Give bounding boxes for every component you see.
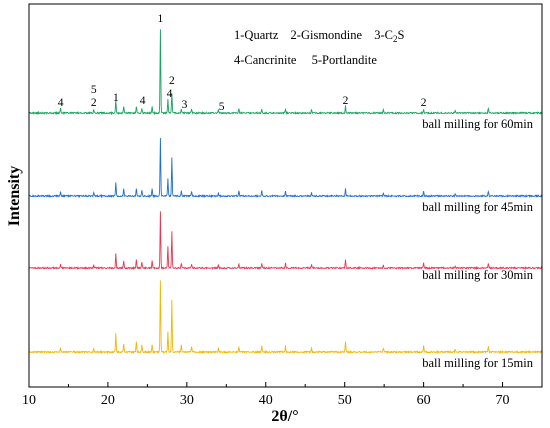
series-label: ball milling for 30min <box>422 268 534 282</box>
series-line <box>28 211 543 271</box>
peak-label: 2 <box>421 97 427 109</box>
legend-quartz: 1-Quartz <box>234 28 279 42</box>
peak-label: 4 <box>167 88 173 100</box>
legend-line-1: 1-Quartz 2-Gismondine 3-C2S <box>234 28 404 44</box>
series-labels: ball milling for 60min ball milling for 4… <box>422 117 534 370</box>
plot-frame <box>28 3 543 388</box>
peak-label: 5 <box>219 101 225 113</box>
legend-c2s: 3-C <box>374 28 393 42</box>
peak-label: 4 <box>58 97 64 109</box>
legend-gismondine: 2-Gismondine <box>291 28 363 42</box>
legend-c2s-suffix: S <box>397 28 404 42</box>
x-tick-label: 60 <box>417 393 431 408</box>
peak-label: 2 <box>343 95 349 107</box>
y-axis-title: Intensity <box>6 166 23 226</box>
peak-label: 3 <box>182 99 188 111</box>
x-tick-label: 70 <box>496 393 510 408</box>
legend-portlandite: 5-Portlandite <box>312 53 378 67</box>
peak-label: 2 <box>169 75 175 87</box>
series-group <box>28 29 543 355</box>
legend-cancrinite: 4-Cancrinite <box>234 53 297 67</box>
peak-label: 2 <box>91 97 97 109</box>
peak-label: 1 <box>113 92 119 104</box>
x-tick-label: 30 <box>180 393 194 408</box>
series-line <box>28 280 543 355</box>
peak-label: 1 <box>158 13 164 25</box>
peak-label: 4 <box>140 95 146 107</box>
peak-label: 5 <box>91 84 97 96</box>
x-tick-label: 40 <box>259 393 273 408</box>
legend: 1-Quartz 2-Gismondine 3-C2S 4-Cancrinite… <box>234 28 404 67</box>
series-line <box>28 137 543 199</box>
legend-c2s-subscript: 2 <box>393 34 398 44</box>
x-axis-title: 2θ/° <box>271 408 298 425</box>
legend-line-2: 4-Cancrinite 5-Portlandite <box>234 53 377 67</box>
series-label: ball milling for 15min <box>422 356 534 370</box>
series-label: ball milling for 45min <box>422 200 534 214</box>
x-tick-label: 50 <box>338 393 352 408</box>
series-label: ball milling for 60min <box>422 117 534 131</box>
x-tick-label: 20 <box>101 393 115 408</box>
x-tick-label: 10 <box>22 393 36 408</box>
series-line <box>28 29 543 116</box>
x-axis: 10 20 30 40 50 60 70 <box>22 382 510 408</box>
